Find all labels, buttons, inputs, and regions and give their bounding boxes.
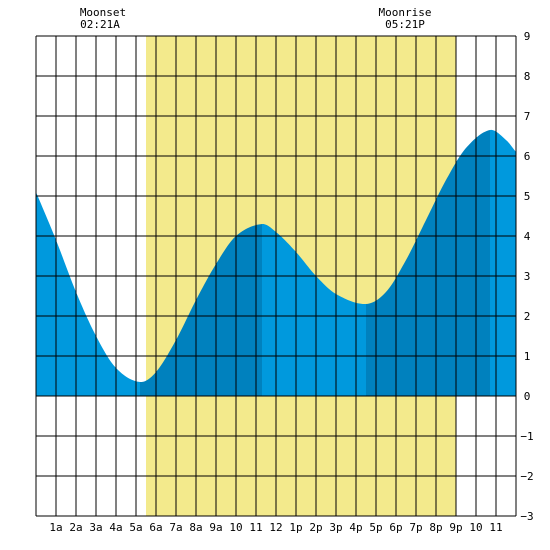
tide-area-rising (140, 224, 262, 396)
moonrise-time: 05:21P (385, 18, 425, 31)
x-tick-label: 3a (89, 521, 102, 534)
y-tick-label: 2 (524, 310, 531, 323)
x-tick-label: 10 (469, 521, 482, 534)
y-tick-label: 5 (524, 190, 531, 203)
x-tick-label: 11 (489, 521, 502, 534)
x-tick-label: 5p (369, 521, 382, 534)
x-tick-label: 8p (429, 521, 442, 534)
y-axis-tick-labels: −3 −2 −1 0 1 2 3 4 5 6 7 8 9 (520, 30, 533, 523)
x-tick-label: 3p (329, 521, 342, 534)
y-tick-label: 1 (524, 350, 531, 363)
moon-annotations: Moonset 02:21A Moonrise 05:21P (80, 6, 432, 31)
y-tick-label: 4 (524, 230, 531, 243)
y-tick-label: −1 (520, 430, 533, 443)
tide-area-falling (262, 224, 366, 396)
x-tick-label: 9p (449, 521, 462, 534)
x-tick-label: 11 (249, 521, 262, 534)
y-tick-label: 8 (524, 70, 531, 83)
x-tick-label: 2p (309, 521, 322, 534)
x-tick-label: 9a (209, 521, 222, 534)
y-tick-label: −3 (520, 510, 533, 523)
y-tick-label: 6 (524, 150, 531, 163)
y-tick-label: 0 (524, 390, 531, 403)
tide-area-falling (36, 192, 140, 396)
x-tick-label: 10 (229, 521, 242, 534)
y-tick-label: 3 (524, 270, 531, 283)
x-axis-tick-labels: 1a 2a 3a 4a 5a 6a 7a 8a 9a 10 11 12 1p 2p 3p 4p 5p 6p 7p 8p… (49, 521, 502, 534)
grid-lines (35, 35, 517, 517)
x-tick-label: 5a (129, 521, 142, 534)
x-tick-label: 12 (269, 521, 282, 534)
moonset-label: Moonset (80, 6, 126, 19)
x-tick-label: 8a (189, 521, 202, 534)
x-tick-label: 6a (149, 521, 162, 534)
x-tick-label: 4p (349, 521, 362, 534)
x-tick-label: 1a (49, 521, 62, 534)
x-tick-label: 7p (409, 521, 422, 534)
moonrise-label: Moonrise (379, 6, 432, 19)
x-tick-label: 1p (289, 521, 302, 534)
x-tick-label: 4a (109, 521, 122, 534)
y-tick-label: −2 (520, 470, 533, 483)
x-tick-label: 7a (169, 521, 182, 534)
y-tick-label: 9 (524, 30, 531, 43)
moonset-time: 02:21A (80, 18, 120, 31)
y-tick-label: 7 (524, 110, 531, 123)
x-tick-label: 6p (389, 521, 402, 534)
x-tick-label: 2a (69, 521, 82, 534)
